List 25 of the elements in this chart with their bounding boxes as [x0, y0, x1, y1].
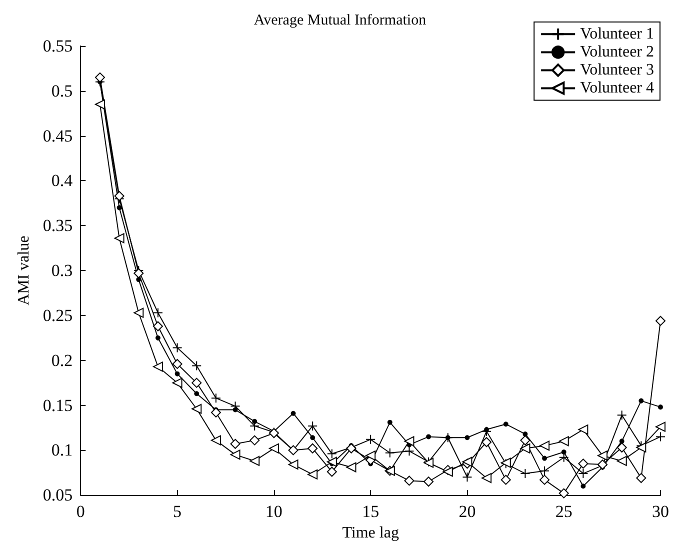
legend-label: Volunteer 3 [580, 62, 654, 79]
y-tick-label: 0.55 [42, 36, 73, 56]
x-tick-label: 5 [173, 502, 182, 522]
y-tick-label: 0.2 [51, 350, 73, 370]
x-tick-label: 10 [265, 502, 282, 522]
x-tick-label: 20 [458, 502, 476, 522]
legend-label: Volunteer 4 [580, 80, 654, 97]
x-tick-label: 0 [76, 502, 85, 522]
x-tick-label: 15 [362, 502, 380, 522]
legend-label: Volunteer 1 [580, 26, 654, 43]
y-tick-label: 0.4 [51, 171, 74, 190]
x-axis-title: Time lag [342, 524, 399, 542]
y-tick-label: 0.45 [42, 126, 73, 146]
y-tick-label: 0.3 [51, 261, 73, 280]
y-tick-label: 0.15 [42, 396, 73, 415]
legend-label: Volunteer 2 [580, 44, 654, 61]
x-tick-label: 25 [555, 502, 572, 522]
y-tick-label: 0.35 [42, 216, 73, 236]
y-tick-label: 0.1 [51, 440, 73, 460]
x-tick-label: 30 [652, 502, 669, 522]
y-tick-label: 0.5 [51, 81, 73, 100]
y-axis-title: AMI value [16, 236, 32, 306]
y-tick-label: 0.05 [42, 486, 73, 505]
chart-title: Average Mutual Information [254, 12, 427, 28]
y-tick-label: 0.25 [42, 306, 73, 325]
